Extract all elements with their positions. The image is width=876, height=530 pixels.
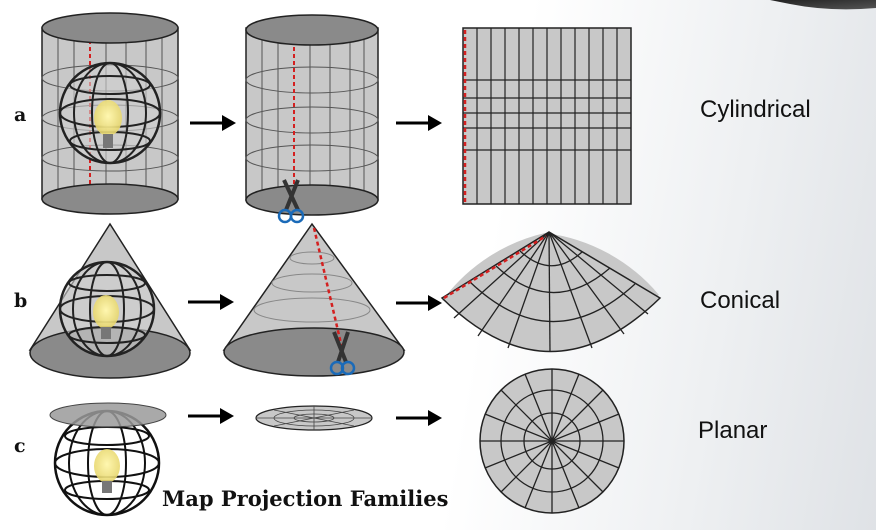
scissors-icon bbox=[329, 331, 356, 376]
light-bulb-icon bbox=[94, 100, 122, 148]
cone-cut bbox=[222, 222, 406, 377]
row-letter-b: b bbox=[14, 290, 27, 312]
arrow-right-icon bbox=[190, 115, 236, 131]
conical-flat-map bbox=[440, 231, 662, 353]
planar-flat-map bbox=[479, 368, 625, 514]
scissors-icon bbox=[277, 179, 305, 224]
cylindrical-flat-map bbox=[462, 27, 632, 205]
row-planar: c bbox=[14, 368, 767, 517]
cone-with-globe bbox=[28, 222, 192, 379]
arrow-right-icon bbox=[396, 295, 442, 311]
plane-with-globe bbox=[49, 402, 167, 517]
arrow-right-icon bbox=[396, 115, 442, 131]
light-bulb-icon bbox=[94, 449, 120, 493]
family-label-conical: Conical bbox=[700, 287, 780, 314]
arrow-right-icon bbox=[396, 410, 442, 426]
cylinder-with-globe bbox=[41, 12, 179, 215]
light-bulb-icon bbox=[93, 295, 119, 339]
diagram-title: Map Projection Families bbox=[162, 486, 448, 511]
family-label-cylindrical: Cylindrical bbox=[700, 96, 811, 123]
corner-decoration bbox=[770, 0, 876, 10]
plane-disc bbox=[255, 405, 373, 431]
row-letter-a: a bbox=[14, 104, 26, 126]
cylinder-cut bbox=[245, 14, 379, 224]
row-conical: b bbox=[14, 222, 780, 379]
arrow-right-icon bbox=[188, 294, 234, 310]
row-cylindrical: a bbox=[14, 12, 811, 224]
row-letter-c: c bbox=[14, 435, 26, 457]
family-label-planar: Planar bbox=[698, 417, 767, 444]
arrow-right-icon bbox=[188, 408, 234, 424]
